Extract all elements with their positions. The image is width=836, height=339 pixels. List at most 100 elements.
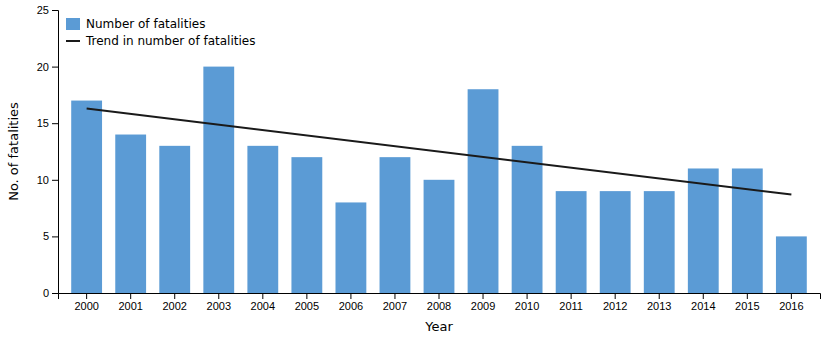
x-tick: 2013 bbox=[647, 293, 671, 312]
y-axis: 0 5 10 15 20 25 bbox=[37, 4, 59, 299]
x-tick: 2006 bbox=[339, 293, 363, 312]
x-tick-label: 2008 bbox=[427, 300, 451, 312]
x-tick-mark bbox=[527, 293, 528, 299]
x-tick-label: 2004 bbox=[251, 300, 275, 312]
x-tick: 2016 bbox=[779, 293, 803, 312]
x-tick: 2001 bbox=[118, 293, 142, 312]
x-tick: 2008 bbox=[427, 293, 451, 312]
bar bbox=[335, 202, 366, 293]
x-tick: 2007 bbox=[383, 293, 407, 312]
x-tick-label: 2014 bbox=[691, 300, 715, 312]
bar bbox=[71, 101, 102, 293]
bar bbox=[291, 157, 322, 293]
y-tick-mark bbox=[52, 123, 58, 124]
x-tick-mark bbox=[86, 293, 87, 299]
y-tick-label: 10 bbox=[37, 174, 49, 186]
bar bbox=[115, 135, 146, 293]
x-tick-mark bbox=[218, 293, 219, 299]
bar bbox=[424, 180, 455, 293]
bar bbox=[600, 191, 631, 293]
x-tick-label: 2009 bbox=[471, 300, 495, 312]
legend: Number of fatalities Trend in number of f… bbox=[66, 17, 255, 48]
x-tick-label: 2003 bbox=[207, 300, 231, 312]
x-tick-label: 2002 bbox=[162, 300, 186, 312]
x-tick: 2010 bbox=[515, 293, 539, 312]
x-axis-line bbox=[59, 294, 821, 300]
x-tick: 2009 bbox=[471, 293, 495, 312]
x-tick-label: 2016 bbox=[779, 300, 803, 312]
bar bbox=[203, 67, 234, 293]
bar bbox=[380, 157, 411, 293]
x-axis-title: Year bbox=[424, 319, 453, 334]
bar-series bbox=[71, 67, 807, 293]
y-tick-label: 25 bbox=[37, 4, 49, 16]
x-tick: 2015 bbox=[735, 293, 759, 312]
x-tick-mark bbox=[262, 293, 263, 299]
y-tick-label: 20 bbox=[37, 61, 49, 73]
x-tick-mark bbox=[747, 293, 748, 299]
chart: 2000200120022003200420052006200720082009… bbox=[0, 0, 836, 339]
legend-swatch bbox=[66, 40, 80, 42]
y-axis-line bbox=[52, 11, 59, 294]
y-tick-label: 5 bbox=[43, 230, 49, 242]
bar bbox=[556, 191, 587, 293]
x-tick: 2014 bbox=[691, 293, 715, 312]
y-tick-label: 0 bbox=[43, 287, 49, 299]
x-tick-mark bbox=[659, 293, 660, 299]
x-tick: 2004 bbox=[251, 293, 275, 312]
x-tick-label: 2013 bbox=[647, 300, 671, 312]
x-tick-mark bbox=[350, 293, 351, 299]
x-tick-label: 2006 bbox=[339, 300, 363, 312]
x-tick: 2000 bbox=[74, 293, 98, 312]
y-tick-mark bbox=[52, 180, 58, 181]
x-tick-label: 2011 bbox=[559, 300, 583, 312]
x-tick-mark bbox=[439, 293, 440, 299]
y-tick: 5 bbox=[43, 230, 58, 242]
bar bbox=[776, 236, 807, 293]
x-tick: 2005 bbox=[295, 293, 319, 312]
legend-entry: Trend in number of fatalities bbox=[66, 34, 255, 48]
bar bbox=[468, 89, 499, 293]
x-tick: 2002 bbox=[162, 293, 186, 312]
x-tick-mark bbox=[791, 293, 792, 299]
legend-label: Number of fatalities bbox=[86, 17, 205, 31]
x-tick-mark bbox=[306, 293, 307, 299]
bar bbox=[688, 168, 719, 293]
x-tick-label: 2001 bbox=[118, 300, 142, 312]
y-tick-label: 15 bbox=[37, 117, 49, 129]
plot: 2000200120022003200420052006200720082009… bbox=[6, 4, 821, 334]
x-tick-mark bbox=[174, 293, 175, 299]
x-tick-label: 2005 bbox=[295, 300, 319, 312]
x-tick-mark bbox=[483, 293, 484, 299]
x-tick-mark bbox=[130, 293, 131, 299]
x-tick-mark bbox=[615, 293, 616, 299]
y-tick-mark bbox=[52, 236, 58, 237]
x-tick-mark bbox=[394, 293, 395, 299]
y-tick-mark bbox=[52, 293, 58, 294]
bar bbox=[512, 146, 543, 293]
x-tick: 2011 bbox=[559, 293, 583, 312]
bar bbox=[159, 146, 190, 293]
x-tick-mark bbox=[571, 293, 572, 299]
y-tick: 20 bbox=[37, 61, 58, 73]
y-axis-title: No. of fatalities bbox=[6, 102, 21, 201]
x-tick-label: 2010 bbox=[515, 300, 539, 312]
x-axis: 2000 2001 2002 2003 2004 2005 2006 2007 2008 2009… bbox=[59, 293, 821, 312]
y-tick: 15 bbox=[37, 117, 58, 129]
trend-line bbox=[87, 108, 792, 194]
bar bbox=[644, 191, 675, 293]
legend-label: Trend in number of fatalities bbox=[85, 34, 255, 48]
bar bbox=[247, 146, 278, 293]
y-tick: 0 bbox=[43, 287, 58, 299]
x-tick: 2003 bbox=[207, 293, 231, 312]
y-tick: 25 bbox=[37, 4, 58, 16]
x-tick-label: 2012 bbox=[603, 300, 627, 312]
y-tick-mark bbox=[52, 67, 58, 68]
x-tick: 2012 bbox=[603, 293, 627, 312]
marks bbox=[71, 67, 807, 293]
legend-swatch bbox=[66, 18, 80, 30]
x-tick-mark bbox=[703, 293, 704, 299]
x-tick-label: 2007 bbox=[383, 300, 407, 312]
x-tick-label: 2015 bbox=[735, 300, 759, 312]
legend-entry: Number of fatalities bbox=[66, 17, 205, 31]
